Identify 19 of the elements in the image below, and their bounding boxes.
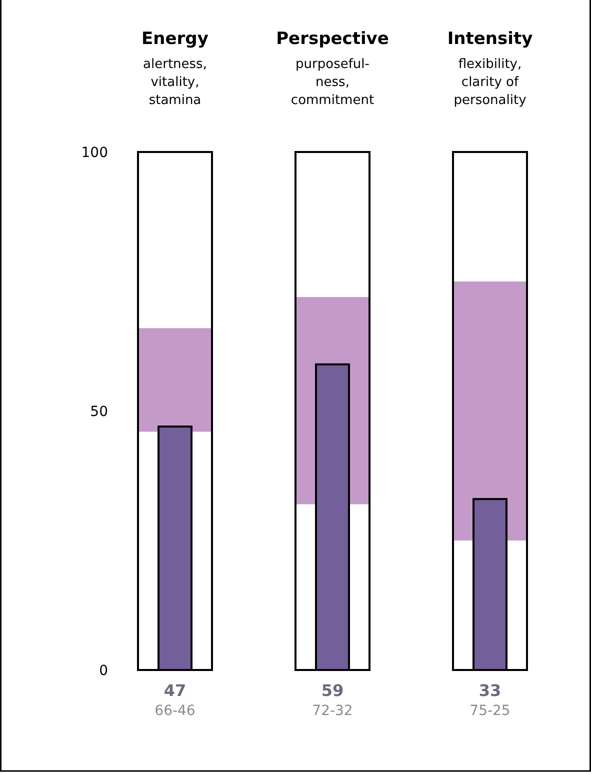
text: flexibility, clarity of personality xyxy=(454,57,527,108)
data-label: 59 xyxy=(321,681,344,700)
y-tick-label: 50 xyxy=(90,404,108,420)
data-label: 33 xyxy=(478,681,502,700)
bar xyxy=(138,328,212,432)
y-tick-label: 0 xyxy=(99,663,108,679)
bar xyxy=(158,426,192,671)
data-label: 66-46 xyxy=(154,703,196,719)
x-tick-label: Energy xyxy=(142,29,208,49)
x-tick-label: Intensity xyxy=(447,29,533,49)
data-label: 72-32 xyxy=(312,703,353,719)
text: purposeful- ness, commitment xyxy=(290,57,374,108)
bar xyxy=(472,498,508,671)
bar xyxy=(315,363,350,671)
data-label: 47 xyxy=(164,681,186,700)
data-label: 75-25 xyxy=(470,703,510,719)
text: alertness, vitality, stamina xyxy=(143,57,207,108)
x-tick-label: Perspective xyxy=(276,29,389,49)
y-tick-label: 100 xyxy=(81,145,108,161)
